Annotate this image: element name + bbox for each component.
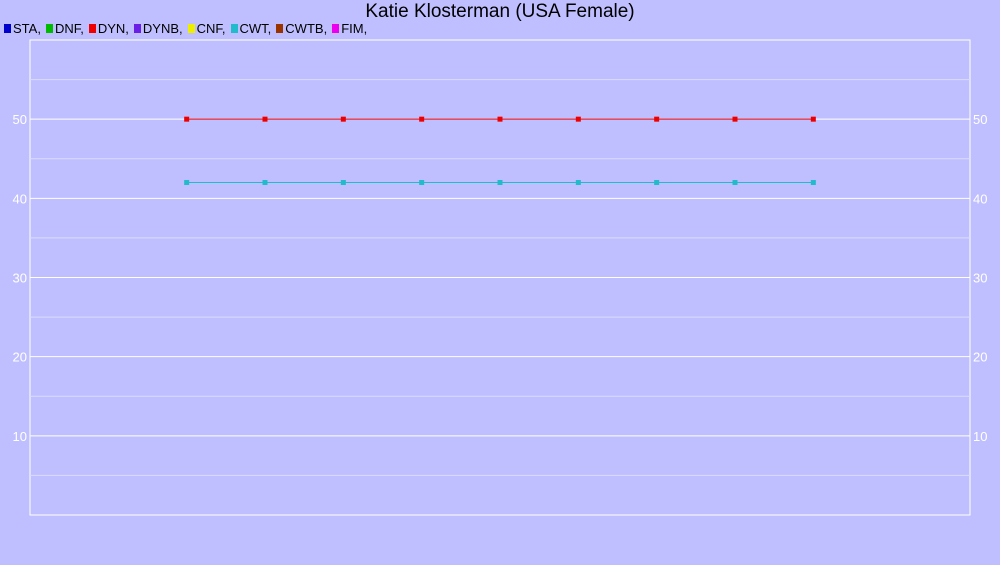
y-tick-label-right: 50 (973, 112, 987, 127)
data-point (340, 116, 346, 122)
legend-item: CWT, (230, 21, 272, 36)
y-tick-label-right: 20 (973, 350, 987, 365)
data-point (419, 180, 425, 185)
legend-swatch (133, 24, 141, 33)
legend-label: CNF, (196, 21, 226, 36)
minor-gridlines (30, 79, 970, 476)
data-point (654, 116, 660, 122)
data-point (184, 180, 190, 185)
legend-swatch (4, 24, 11, 33)
legend-label: DYNB, (142, 21, 183, 36)
y-tick-label-left: 20 (13, 350, 27, 365)
legend-item: FIM, (332, 21, 367, 36)
y-tick-label-left: 30 (13, 271, 27, 286)
legend-item: STA, (4, 21, 41, 36)
y-axis-right-ticks: 10 20 30 40 50 (973, 112, 987, 444)
series-cwt (184, 180, 816, 185)
legend-label: DYN, (97, 21, 129, 36)
legend-label: DNF, (54, 21, 84, 36)
legend-label: CWT, (239, 21, 272, 36)
y-tick-label-left: 10 (13, 429, 27, 444)
y-tick-label-left: 40 (13, 191, 27, 206)
data-point (732, 116, 738, 122)
data-point (810, 116, 816, 122)
y-tick-label-right: 40 (973, 191, 987, 206)
series-dyn (184, 116, 816, 122)
data-point (262, 180, 268, 185)
data-point (184, 116, 190, 122)
legend: STA, DNF, DYN, DYNB, CNF, CWT, CWTB, FIM, (4, 21, 372, 36)
data-point (262, 116, 268, 122)
y-tick-label-right: 30 (973, 271, 987, 286)
legend-item: DYN, (88, 21, 129, 36)
legend-swatch (187, 24, 195, 33)
data-point (340, 180, 346, 185)
y-tick-label-left: 50 (13, 112, 27, 127)
legend-swatch (332, 24, 340, 33)
legend-label: CWTB, (285, 21, 328, 36)
legend-item: DNF, (45, 21, 84, 36)
data-point (497, 180, 503, 185)
legend-item: DYNB, (133, 21, 183, 36)
series-layer (184, 116, 816, 185)
legend-swatch (88, 24, 96, 33)
legend-label: STA, (13, 21, 41, 36)
data-point (732, 180, 738, 185)
data-point (654, 180, 660, 185)
chart-title: Katie Klosterman (USA Female) (365, 1, 635, 22)
legend-swatch (276, 24, 284, 33)
data-point (810, 180, 816, 185)
data-point (419, 116, 425, 122)
legend-swatch (230, 24, 238, 33)
y-axis-left-ticks: 10 20 30 40 50 (13, 112, 27, 444)
data-point (497, 116, 503, 122)
legend-item: CNF, (187, 21, 226, 36)
data-point (575, 116, 581, 122)
y-tick-label-right: 10 (973, 429, 987, 444)
legend-item: CWTB, (276, 21, 327, 36)
data-point (575, 180, 581, 185)
legend-label: FIM, (341, 21, 368, 36)
legend-swatch (45, 24, 53, 33)
